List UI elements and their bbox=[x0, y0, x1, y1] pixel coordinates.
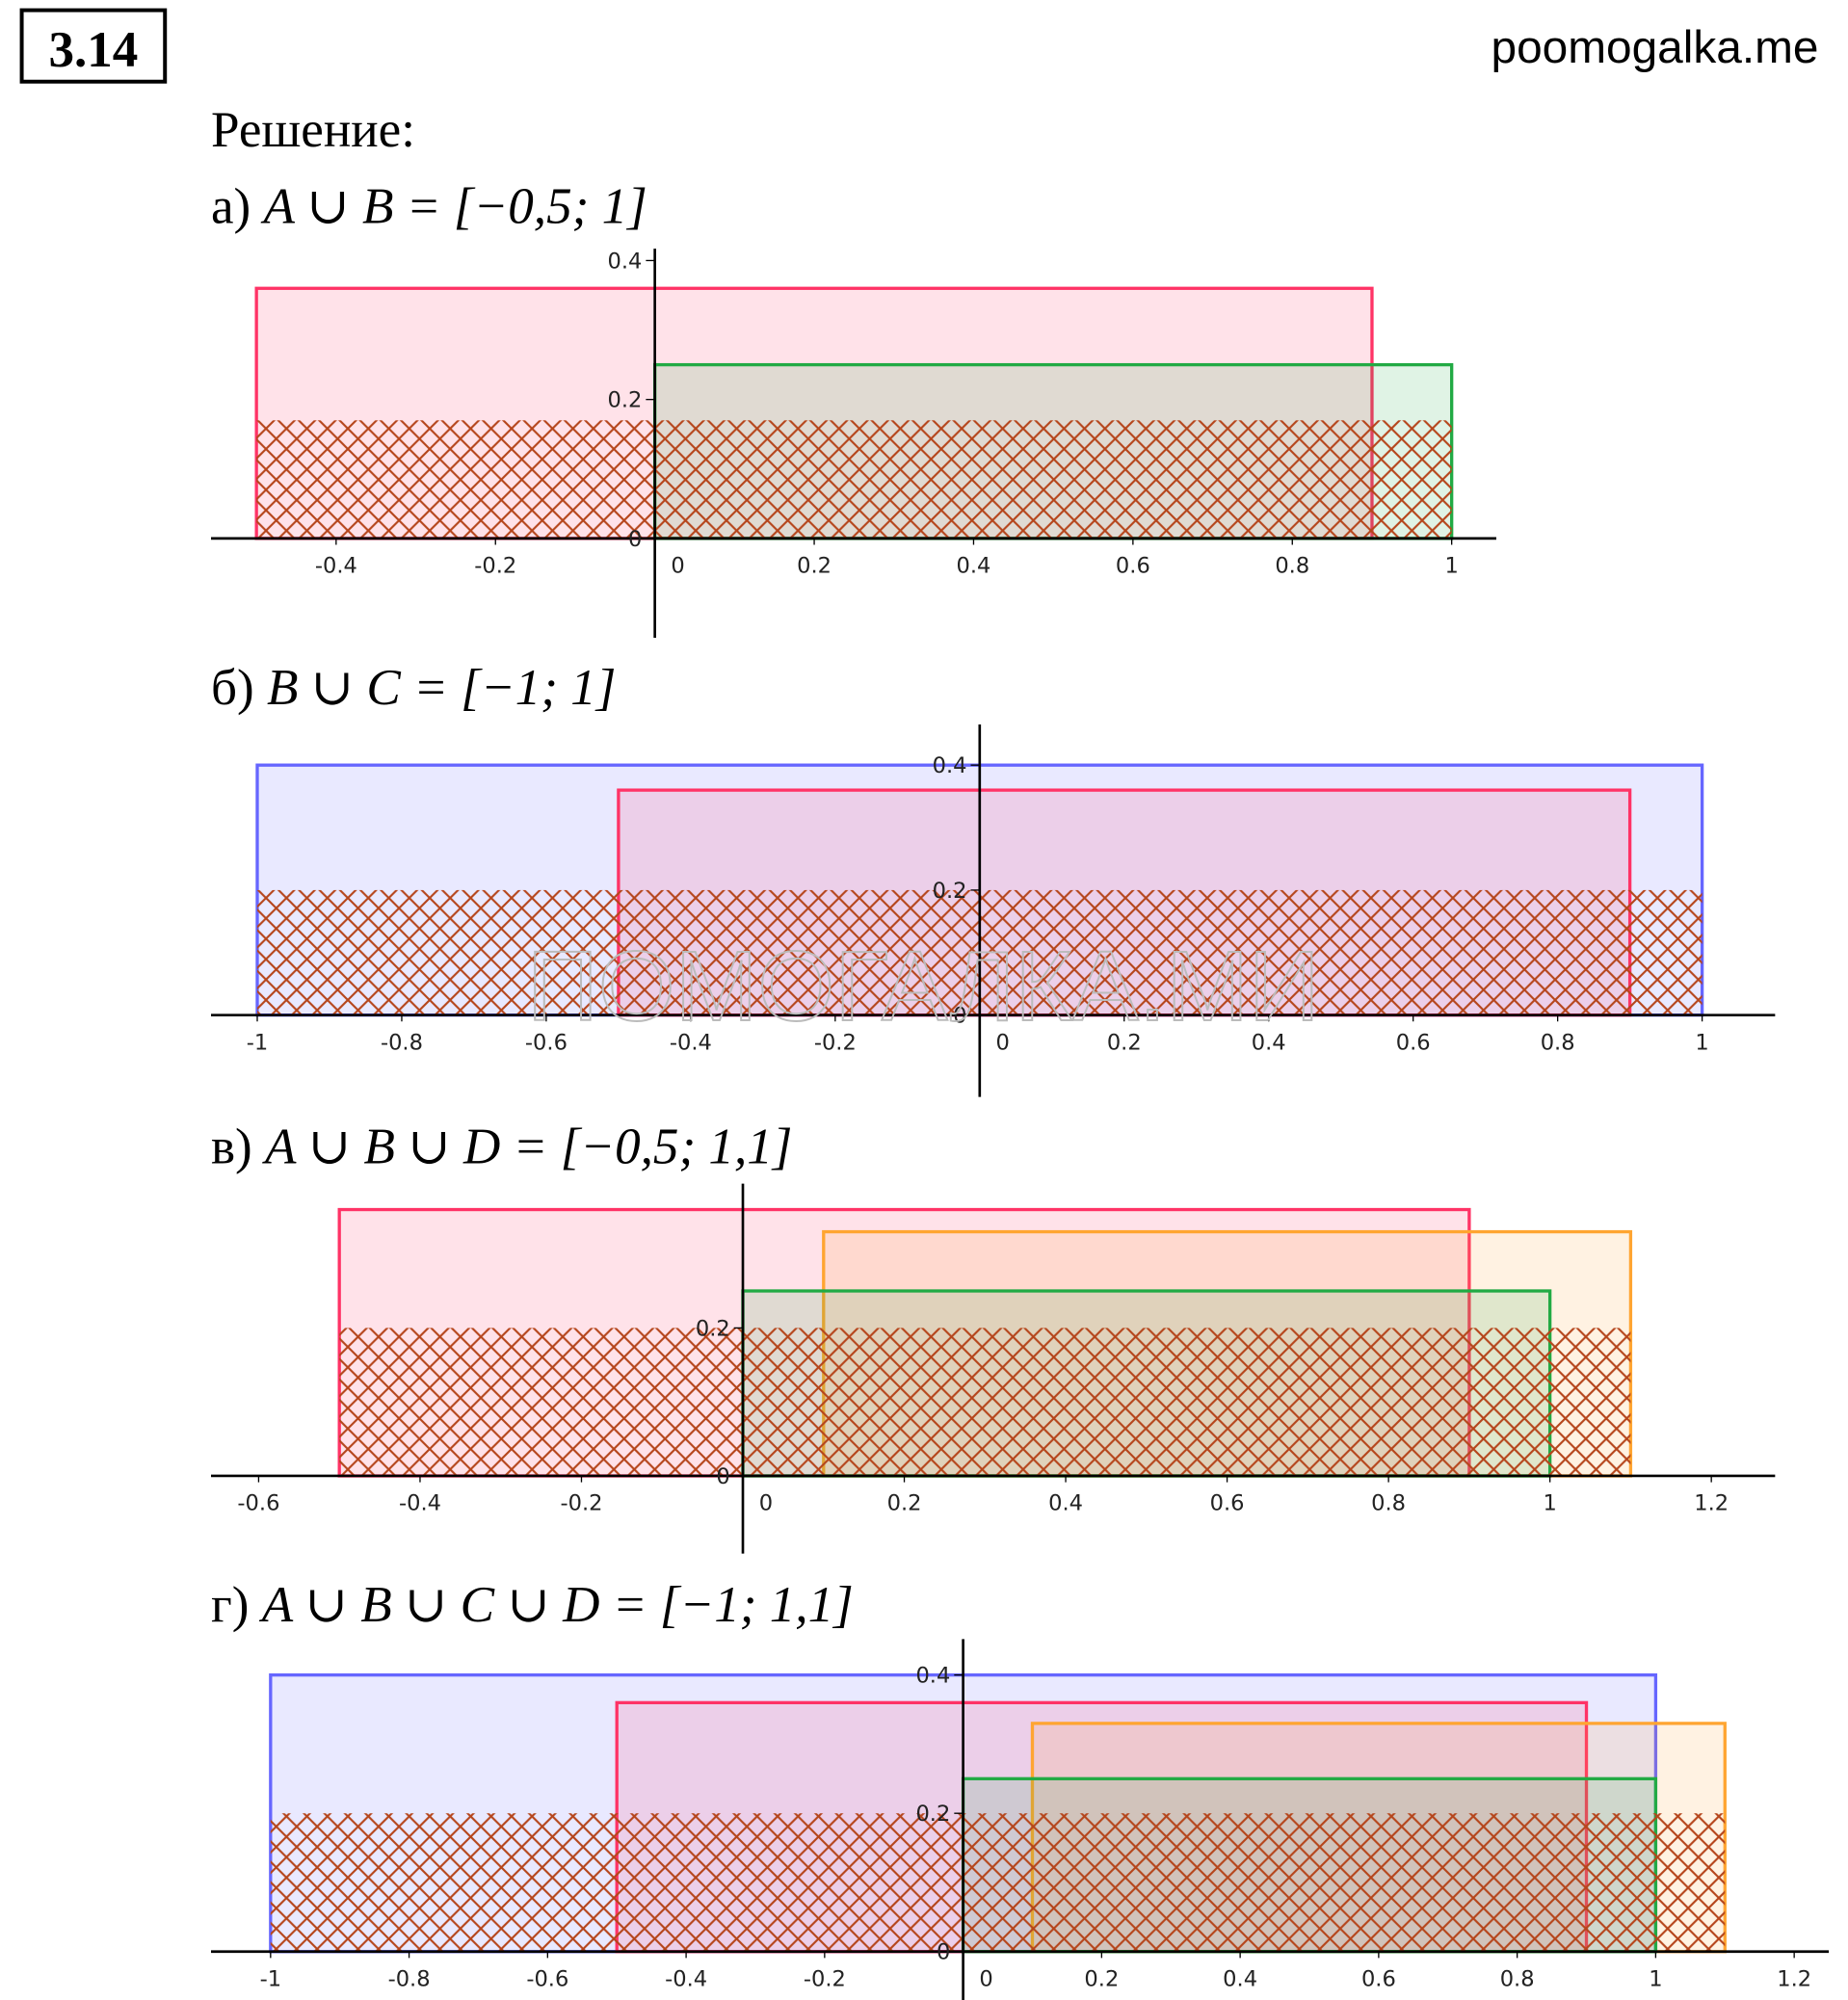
x-tick-label: -0.8 bbox=[388, 1967, 431, 1992]
x-tick-label: 0.8 bbox=[1500, 1967, 1535, 1992]
formula: B ∪ C = [−1; 1] bbox=[267, 660, 616, 716]
x-tick-label: 0.8 bbox=[1541, 1030, 1575, 1055]
part-heading: б) B ∪ C = [−1; 1] bbox=[211, 660, 616, 716]
x-tick-label: -0.2 bbox=[560, 1491, 602, 1516]
problem-number: 3.14 bbox=[48, 22, 138, 78]
x-tick-label: 0.6 bbox=[1116, 554, 1150, 579]
x-tick-label: 0.4 bbox=[1252, 1030, 1286, 1055]
x-tick-label: -0.4 bbox=[665, 1967, 707, 1992]
x-tick-label: 1 bbox=[1649, 1967, 1662, 1992]
x-tick-label: 0 bbox=[671, 554, 684, 579]
x-tick-label: 0.6 bbox=[1210, 1491, 1245, 1516]
x-tick-label: 0.2 bbox=[1084, 1967, 1119, 1992]
y-tick-label: 0.4 bbox=[608, 249, 643, 274]
x-tick-label: 1.2 bbox=[1694, 1491, 1729, 1516]
y-tick-label: 0 bbox=[953, 1004, 966, 1029]
x-tick-label: 0 bbox=[979, 1967, 992, 1992]
union-hatch bbox=[339, 1328, 1631, 1476]
x-tick-label: -0.6 bbox=[525, 1030, 568, 1055]
chart bbox=[337, 1207, 1633, 1478]
y-tick-label: 0.2 bbox=[933, 879, 967, 904]
x-tick-label: 0.8 bbox=[1275, 554, 1309, 579]
x-tick-label: 0.6 bbox=[1361, 1967, 1396, 1992]
heading: Решение: bbox=[211, 102, 415, 158]
y-tick-label: 0 bbox=[628, 527, 642, 552]
part-heading: в) A ∪ B ∪ D = [−0,5; 1,1] bbox=[211, 1119, 792, 1175]
y-tick-label: 0 bbox=[716, 1464, 729, 1489]
x-tick-label: 0.6 bbox=[1396, 1030, 1431, 1055]
x-tick-label: -1 bbox=[260, 1967, 281, 1992]
part-heading: а) A ∪ B = [−0,5; 1] bbox=[211, 179, 647, 235]
x-tick-label: -0.2 bbox=[814, 1030, 857, 1055]
union-hatch bbox=[270, 1813, 1726, 1952]
y-tick-label: 0.2 bbox=[915, 1802, 950, 1827]
part-label: а) bbox=[211, 179, 251, 235]
x-tick-label: 0.8 bbox=[1371, 1491, 1406, 1516]
y-tick-label: 0.4 bbox=[915, 1664, 950, 1689]
x-tick-label: -0.6 bbox=[237, 1491, 279, 1516]
y-tick-label: 0 bbox=[937, 1940, 950, 1965]
x-tick-label: 1 bbox=[1543, 1491, 1556, 1516]
x-tick-label: -0.4 bbox=[399, 1491, 441, 1516]
formula: A ∪ B ∪ C ∪ D = [−1; 1,1] bbox=[259, 1577, 854, 1633]
x-tick-label: 1 bbox=[1695, 1030, 1708, 1055]
x-tick-label: 0.2 bbox=[797, 554, 832, 579]
watermark: ПОМОГАЛКА.МИ bbox=[527, 930, 1320, 1041]
y-tick-label: 0.4 bbox=[933, 753, 967, 778]
x-tick-label: -1 bbox=[247, 1030, 268, 1055]
x-tick-label: 1.2 bbox=[1777, 1967, 1811, 1992]
x-tick-label: 0.4 bbox=[1048, 1491, 1083, 1516]
site-name: poomogalka.me bbox=[1492, 22, 1819, 73]
x-tick-label: -0.6 bbox=[526, 1967, 568, 1992]
x-tick-label: 0.4 bbox=[957, 554, 991, 579]
x-tick-label: -0.4 bbox=[670, 1030, 712, 1055]
x-tick-label: 0 bbox=[996, 1030, 1010, 1055]
formula: A ∪ B = [−0,5; 1] bbox=[261, 179, 647, 235]
union-hatch bbox=[256, 420, 1452, 539]
x-tick-label: -0.8 bbox=[381, 1030, 423, 1055]
x-tick-label: 0 bbox=[759, 1491, 773, 1516]
x-tick-label: -0.4 bbox=[315, 554, 357, 579]
number-box bbox=[19, 8, 168, 84]
x-tick-label: -0.2 bbox=[804, 1967, 846, 1992]
x-tick-label: -0.2 bbox=[474, 554, 516, 579]
y-tick-label: 0.2 bbox=[696, 1316, 730, 1341]
part-label: в) bbox=[211, 1119, 252, 1175]
part-label: г) bbox=[211, 1577, 249, 1633]
chart bbox=[254, 286, 1454, 540]
formula: A ∪ B ∪ D = [−0,5; 1,1] bbox=[262, 1119, 792, 1175]
x-tick-label: 0.2 bbox=[1107, 1030, 1142, 1055]
part-label: б) bbox=[211, 660, 254, 716]
x-tick-label: 0.4 bbox=[1223, 1967, 1257, 1992]
x-tick-label: 0.2 bbox=[887, 1491, 922, 1516]
y-tick-label: 0.2 bbox=[608, 388, 643, 413]
x-tick-label: 1 bbox=[1444, 554, 1458, 579]
chart bbox=[269, 1672, 1727, 1954]
part-heading: г) A ∪ B ∪ C ∪ D = [−1; 1,1] bbox=[211, 1577, 854, 1633]
